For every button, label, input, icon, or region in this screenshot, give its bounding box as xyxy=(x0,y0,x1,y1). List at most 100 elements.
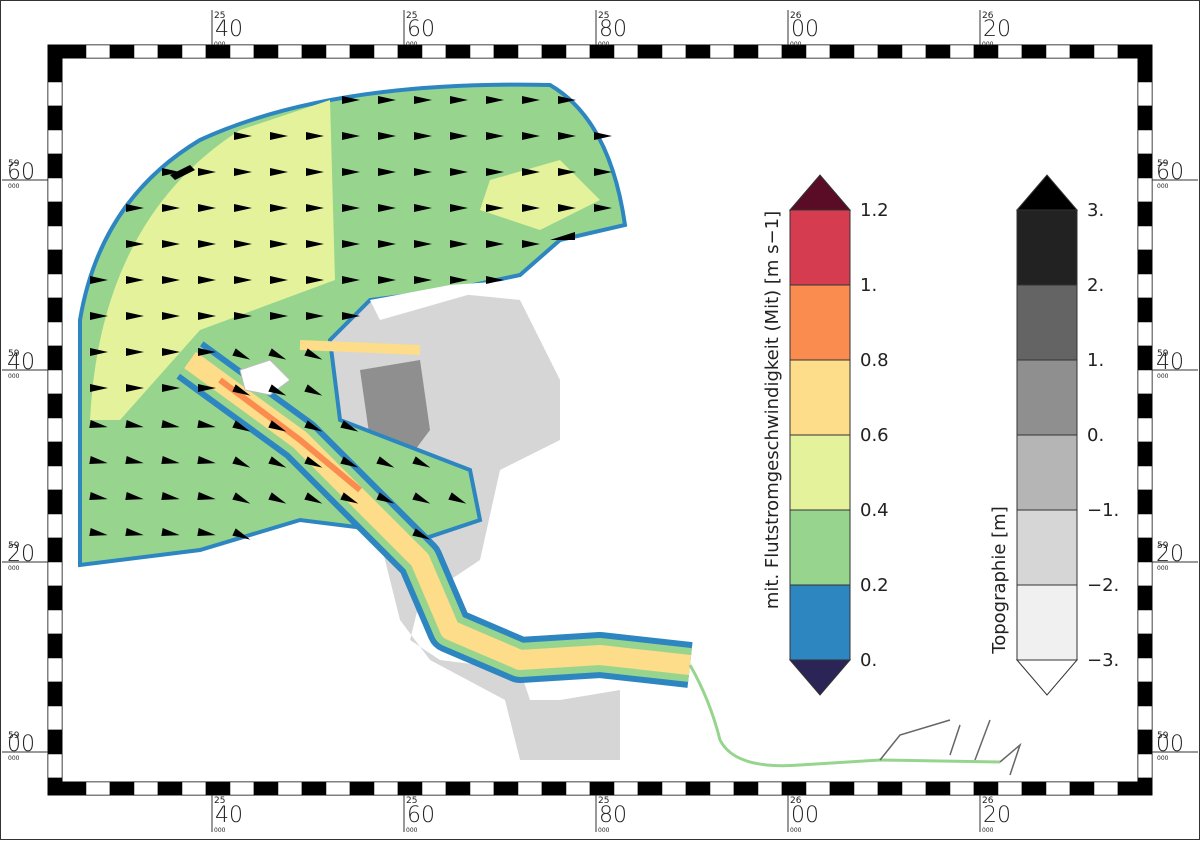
border-check xyxy=(565,781,591,796)
border-check xyxy=(47,777,63,783)
coord-degree: 26 xyxy=(982,11,994,21)
flow-arrow xyxy=(162,312,180,320)
flow-arrow xyxy=(125,420,144,428)
border-check xyxy=(1137,465,1153,491)
flow-arrow xyxy=(234,168,252,176)
border-check xyxy=(229,44,255,59)
border-check xyxy=(47,345,63,371)
border-check xyxy=(805,44,831,59)
flow-arrow xyxy=(486,240,504,248)
flow-arrow xyxy=(450,96,468,104)
border-check xyxy=(781,781,807,796)
colorbar-segment xyxy=(789,284,851,361)
border-check xyxy=(1137,345,1153,371)
border-check xyxy=(829,44,855,59)
border-check xyxy=(181,781,207,796)
colorbar-segment xyxy=(789,209,851,286)
colorbar-label: −1. xyxy=(1087,500,1119,521)
border-check xyxy=(949,44,975,59)
border-check xyxy=(1137,609,1153,635)
arrows xyxy=(89,96,612,540)
colorbar-segment xyxy=(1016,509,1078,586)
border-check xyxy=(47,225,63,251)
flow-field-yellow xyxy=(90,100,335,420)
flow-arrow xyxy=(412,456,431,468)
coord-minute: 60 xyxy=(407,803,435,828)
flow-arrow xyxy=(162,348,180,356)
border-check xyxy=(109,781,135,796)
border-check xyxy=(373,781,399,796)
coord-minute: 20 xyxy=(983,17,1011,42)
flow-arrow xyxy=(486,276,504,284)
colorbar-label: 0. xyxy=(860,650,877,671)
border-check xyxy=(613,44,639,59)
flow-arrow xyxy=(162,240,180,248)
flow-arrow xyxy=(232,420,251,432)
colorbar-segment xyxy=(789,509,851,586)
coord-sub: 000 xyxy=(1157,183,1169,190)
border-check xyxy=(157,44,183,59)
colorbar-label: 0.4 xyxy=(860,500,889,521)
border-check xyxy=(1137,225,1153,251)
coord-sub: 000 xyxy=(406,827,418,834)
border-check xyxy=(1137,153,1153,179)
flow-arrow xyxy=(89,492,108,500)
flow-arrow xyxy=(450,204,468,212)
flow-arrow xyxy=(162,384,180,392)
border-check xyxy=(61,44,87,59)
coord-minute: 60 xyxy=(7,160,35,185)
border-check xyxy=(565,44,591,59)
flow-arrow xyxy=(126,348,144,356)
flow-arrow xyxy=(378,96,396,104)
coord-minute: 00 xyxy=(7,732,35,757)
border-check xyxy=(47,465,63,491)
colorbar-segment xyxy=(1016,209,1078,286)
border-check xyxy=(47,513,63,539)
border-check xyxy=(109,44,135,59)
border-corner xyxy=(1138,45,1152,58)
border-check xyxy=(517,781,543,796)
coord-sub: 000 xyxy=(8,373,20,380)
coord-degree: 59 xyxy=(1157,541,1169,551)
flow-arrow xyxy=(270,276,288,284)
border-check xyxy=(1137,729,1153,755)
flow-arrow xyxy=(378,204,396,212)
flow-arrow xyxy=(342,204,360,212)
flow-arrow xyxy=(162,276,180,284)
border-check xyxy=(1137,441,1153,467)
colorbar-label: 2. xyxy=(1087,275,1104,296)
flow-arrow xyxy=(558,96,576,104)
border-check xyxy=(901,44,927,59)
border-check xyxy=(1117,781,1139,796)
flow-arrow xyxy=(304,492,323,504)
flow-arrow xyxy=(306,204,324,212)
border-check xyxy=(1137,177,1153,203)
border-check xyxy=(47,633,63,659)
border-check xyxy=(853,44,879,59)
flow-arrow xyxy=(342,240,360,248)
border-check xyxy=(1045,44,1071,59)
border-check xyxy=(1137,57,1153,83)
border-check xyxy=(47,393,63,419)
border-check xyxy=(301,781,327,796)
border-check xyxy=(301,44,327,59)
border-check xyxy=(517,44,543,59)
border-check xyxy=(47,105,63,131)
flow-arrow xyxy=(412,528,431,540)
tributaries xyxy=(879,719,1022,776)
coord-minute: 40 xyxy=(7,350,35,375)
flow-arrow xyxy=(126,204,144,212)
flow-arrow xyxy=(198,168,216,176)
flow-arrow xyxy=(268,492,287,504)
coord-sub: 000 xyxy=(598,41,610,48)
flow-arrow xyxy=(414,132,432,140)
flow-arrow xyxy=(450,240,468,248)
border-check xyxy=(1069,781,1095,796)
border-check xyxy=(181,44,207,59)
border-check xyxy=(1137,561,1153,587)
border-check xyxy=(925,781,951,796)
border-check xyxy=(1137,321,1153,347)
colorbar-label: −2. xyxy=(1087,575,1119,596)
border-check xyxy=(445,781,471,796)
flow-arrow xyxy=(340,420,359,432)
